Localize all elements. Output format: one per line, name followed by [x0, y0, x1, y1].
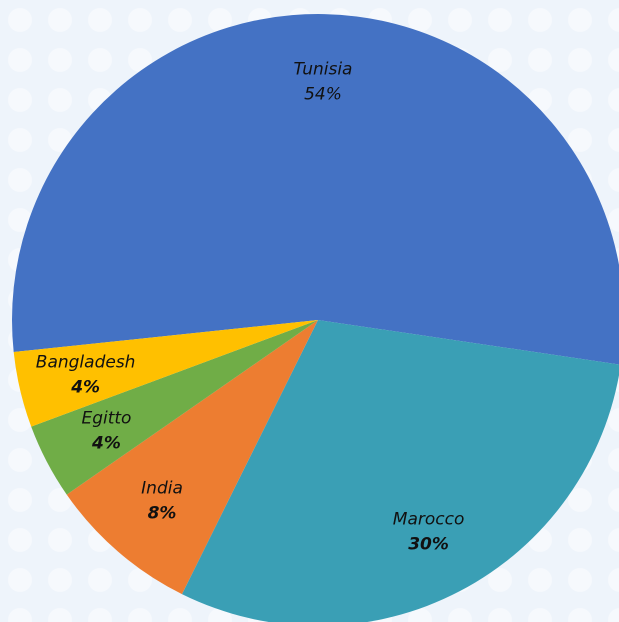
- pie-slice: [66, 320, 319, 595]
- pie-slice: [13, 320, 318, 427]
- slice-value: 30%: [408, 535, 449, 555]
- slice-value: 54%: [304, 84, 342, 104]
- slice-label: Marocco: [393, 510, 465, 530]
- slice-value: 8%: [148, 504, 177, 524]
- slice-label: India: [141, 479, 183, 499]
- pie-slice: [12, 14, 619, 365]
- pie-slice: [181, 320, 619, 622]
- pie-slice: [31, 320, 318, 495]
- slice-label: Egitto: [81, 409, 131, 429]
- slice-label: Bangladesh: [36, 353, 136, 373]
- slice-label: Tunisia: [294, 59, 353, 79]
- slice-value: 4%: [91, 434, 121, 454]
- slice-value: 4%: [70, 378, 100, 398]
